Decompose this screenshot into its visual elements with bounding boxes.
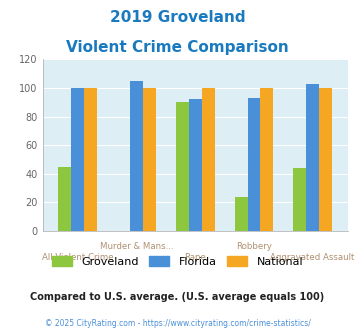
Bar xyxy=(235,197,247,231)
Text: Murder & Mans...: Murder & Mans... xyxy=(100,242,173,251)
Bar xyxy=(130,81,143,231)
Text: Violent Crime Comparison: Violent Crime Comparison xyxy=(66,40,289,54)
Bar xyxy=(59,167,71,231)
Legend: Groveland, Florida, National: Groveland, Florida, National xyxy=(52,256,303,267)
Bar xyxy=(319,88,332,231)
Text: © 2025 CityRating.com - https://www.cityrating.com/crime-statistics/: © 2025 CityRating.com - https://www.city… xyxy=(45,319,310,328)
Bar xyxy=(306,84,319,231)
Text: All Violent Crime: All Violent Crime xyxy=(42,253,114,262)
Bar xyxy=(293,168,306,231)
Bar xyxy=(202,88,215,231)
Bar xyxy=(84,88,97,231)
Bar xyxy=(71,88,84,231)
Bar xyxy=(261,88,273,231)
Text: 2019 Groveland: 2019 Groveland xyxy=(110,10,245,25)
Text: Robbery: Robbery xyxy=(236,242,272,251)
Bar xyxy=(247,98,261,231)
Text: Rape: Rape xyxy=(184,253,206,262)
Bar xyxy=(176,102,189,231)
Bar xyxy=(143,88,156,231)
Text: Aggravated Assault: Aggravated Assault xyxy=(271,253,355,262)
Text: Compared to U.S. average. (U.S. average equals 100): Compared to U.S. average. (U.S. average … xyxy=(31,292,324,302)
Bar xyxy=(189,99,202,231)
